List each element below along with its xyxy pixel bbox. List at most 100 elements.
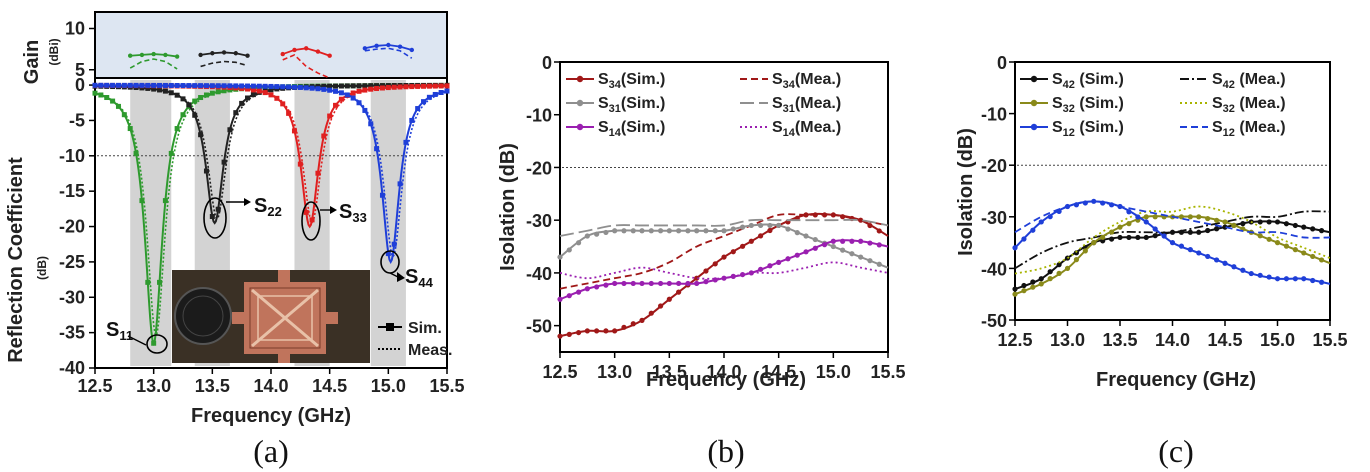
marker-14	[648, 280, 654, 287]
marker-s44	[297, 84, 303, 90]
x-tick-label: 15.0	[1260, 330, 1295, 350]
marker-s33	[391, 84, 397, 90]
marker-s33	[327, 113, 333, 119]
antenna-photo-inset	[172, 270, 370, 363]
marker-12	[1283, 276, 1290, 282]
marker-s22	[215, 206, 221, 212]
marker-42	[1038, 276, 1044, 282]
gain-marker	[386, 42, 391, 48]
marker-s22	[203, 168, 209, 174]
marker-s22	[233, 110, 239, 116]
svg-text:S11: S11	[106, 319, 133, 343]
legend-tail: (Mea.)	[795, 71, 841, 88]
marker-s22	[250, 92, 256, 98]
legend-base: S	[1212, 119, 1223, 136]
marker-34	[666, 296, 672, 302]
y-tick-label: -30	[526, 211, 552, 231]
marker-14	[748, 270, 754, 276]
legend-entry-14: S14(Sim.)	[598, 119, 665, 139]
marker-s33	[350, 90, 356, 96]
marker-14	[584, 286, 590, 292]
marker-34	[694, 275, 700, 281]
y-tick-label-a: -5	[69, 110, 85, 130]
x-tick-label-a: 13.5	[195, 376, 230, 396]
marker-s11	[133, 150, 139, 156]
marker-12	[1143, 219, 1149, 225]
marker-s44	[315, 86, 321, 92]
marker-s33	[397, 84, 403, 90]
marker-31	[594, 231, 600, 237]
marker-12	[1301, 276, 1307, 282]
marker-32	[1266, 236, 1272, 242]
y-tick-label: 0	[542, 53, 552, 73]
marker-s33	[262, 90, 268, 96]
marker-32	[1056, 270, 1062, 276]
marker-34	[566, 331, 572, 337]
marker-34	[612, 328, 618, 334]
legend-marker	[1030, 123, 1038, 131]
marker-42	[1047, 269, 1053, 275]
marker-31	[694, 228, 700, 234]
marker-12	[1222, 260, 1228, 266]
marker-12	[1196, 250, 1202, 256]
y-tick-label: -50	[981, 311, 1007, 331]
marker-s11	[209, 90, 215, 96]
legend-entry-42: S42 (Sim.)	[1052, 71, 1124, 91]
marker-s44	[333, 88, 339, 94]
marker-34	[639, 317, 645, 323]
marker-s33	[315, 170, 321, 176]
marker-31	[603, 229, 609, 236]
y-tick-label: -20	[526, 158, 552, 178]
marker-s33	[385, 85, 391, 91]
gain-axis-unit: (dBi)	[47, 38, 61, 65]
gain-axis-label: Gain	[21, 40, 43, 84]
marker-s22	[245, 95, 251, 101]
legend-base: S	[1212, 95, 1223, 112]
marker-42	[1292, 222, 1298, 229]
legend-tail: (Sim.)	[621, 71, 665, 88]
marker-s44	[432, 91, 438, 97]
marker-32	[1274, 240, 1281, 246]
marker-31	[648, 228, 654, 234]
gain-meas-1	[129, 58, 178, 70]
marker-34	[575, 329, 582, 336]
marker-31	[849, 251, 855, 257]
gain-marker	[362, 46, 368, 51]
gain-marker	[128, 53, 133, 58]
marker-s44	[286, 84, 292, 90]
marker-14	[767, 263, 773, 269]
legend-entry-34: S34(Sim.)	[598, 71, 665, 91]
marker-s44	[227, 83, 233, 89]
marker-s44	[203, 83, 209, 89]
s33-label: S	[339, 201, 352, 223]
marker-s44	[221, 83, 227, 89]
marker-s44	[209, 83, 215, 89]
marker-s33	[286, 110, 292, 116]
marker-12	[1274, 276, 1281, 282]
marker-12	[1248, 270, 1254, 277]
marker-34	[676, 289, 682, 295]
marker-12	[1319, 279, 1325, 285]
y-tick-label: -50	[526, 317, 552, 337]
gain-marker	[221, 50, 227, 55]
marker-31	[657, 228, 664, 234]
marker-14	[676, 280, 682, 287]
marker-s44	[245, 83, 251, 89]
marker-s22	[338, 83, 344, 89]
marker-s44	[239, 83, 245, 89]
annotation-s33: S33	[301, 201, 367, 241]
marker-34	[603, 328, 609, 334]
legend-base: S	[772, 95, 783, 112]
marker-34	[758, 233, 764, 239]
legend-entry-14: S14(Mea.)	[772, 119, 841, 139]
legend-marker	[576, 75, 584, 83]
legend-sub: 31	[783, 103, 795, 115]
marker-31	[858, 254, 864, 260]
marker-s33	[409, 84, 415, 90]
gain-y-tick-label: 10	[65, 19, 85, 39]
legend-tail: (Sim.)	[621, 119, 665, 136]
marker-42	[1222, 224, 1228, 230]
marker-s33	[432, 83, 438, 89]
marker-32	[1143, 214, 1149, 220]
marker-s44	[338, 90, 344, 96]
